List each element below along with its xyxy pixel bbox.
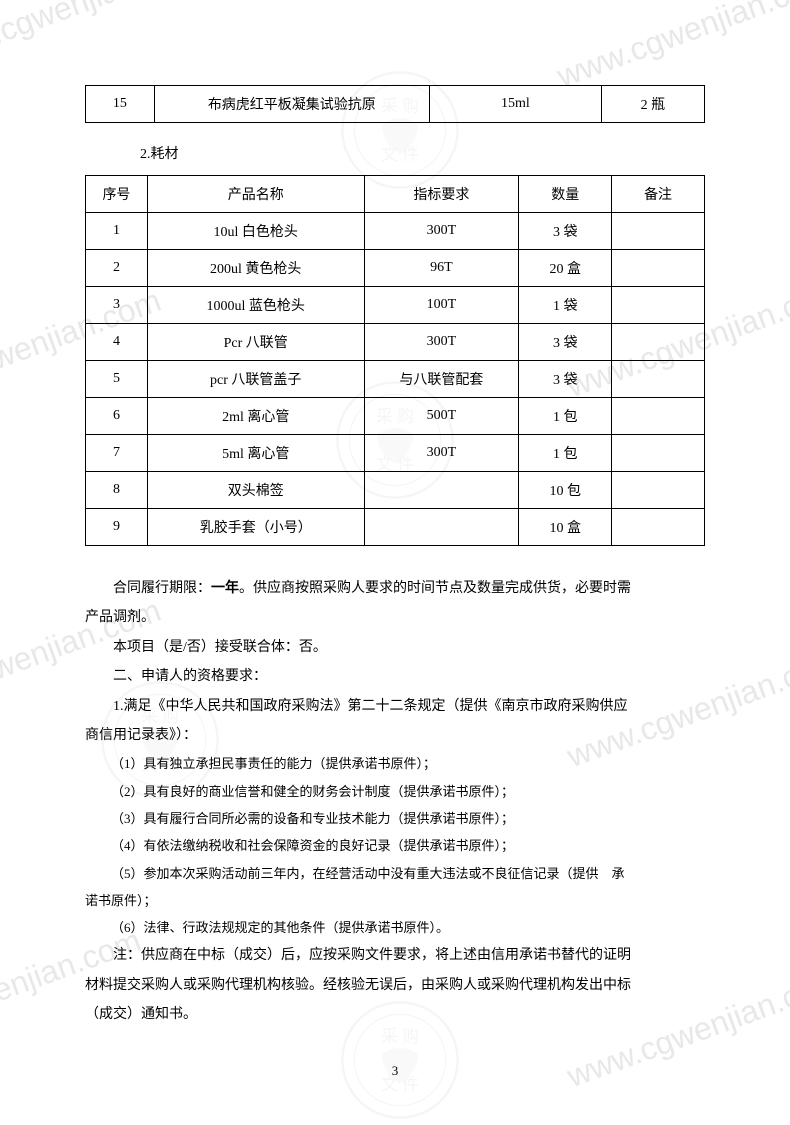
cell-qty: 10 盒 <box>519 509 612 546</box>
table-row: 2200ul 黄色枪头96T20 盒 <box>86 250 705 287</box>
cell-name: 200ul 黄色枪头 <box>147 250 364 287</box>
cell-name: 10ul 白色枪头 <box>147 213 364 250</box>
cell-qty: 10 包 <box>519 472 612 509</box>
cell-name: 5ml 离心管 <box>147 435 364 472</box>
paragraph-note: 注：供应商在中标（成交）后，应按采购文件要求，将上述由信用承诺书替代的证明 <box>85 941 705 970</box>
paragraph-req-1b: 商信用记录表》）： <box>85 721 705 750</box>
cell-spec: 300T <box>364 435 519 472</box>
cell-name: 乳胶手套（小号） <box>147 509 364 546</box>
paragraph-contract-period: 合同履行期限：一年。供应商按照采购人要求的时间节点及数量完成供货，必要时需 <box>85 574 705 603</box>
cell-qty: 3 袋 <box>519 361 612 398</box>
table-row: 110ul 白色枪头300T3 袋 <box>86 213 705 250</box>
cell-qty: 3 袋 <box>519 213 612 250</box>
cell-num: 15 <box>86 86 155 123</box>
cell-qty: 1 袋 <box>519 287 612 324</box>
table-item-15: 15 布病虎红平板凝集试验抗原 15ml 2 瓶 <box>85 85 705 123</box>
cell-note <box>612 250 705 287</box>
cell-spec <box>364 509 519 546</box>
cell-name: 布病虎红平板凝集试验抗原 <box>154 86 429 123</box>
paragraph-req-1-1: （1）具有独立承担民事责任的能力（提供承诺书原件）； <box>85 750 705 777</box>
header-name: 产品名称 <box>147 176 364 213</box>
paragraph-note-c: （成交）通知书。 <box>85 1000 705 1029</box>
cell-name: 1000ul 蓝色枪头 <box>147 287 364 324</box>
cell-name: 2ml 离心管 <box>147 398 364 435</box>
cell-num: 8 <box>86 472 148 509</box>
cell-note <box>612 287 705 324</box>
cell-num: 5 <box>86 361 148 398</box>
header-spec: 指标要求 <box>364 176 519 213</box>
cell-name: 双头棉签 <box>147 472 364 509</box>
cell-qty: 3 袋 <box>519 324 612 361</box>
body-text: 合同履行期限：一年。供应商按照采购人要求的时间节点及数量完成供货，必要时需 产品… <box>85 574 705 1030</box>
header-num: 序号 <box>86 176 148 213</box>
cell-spec: 与八联管配套 <box>364 361 519 398</box>
paragraph-req-1-2: （2）具有良好的商业信誉和健全的财务会计制度（提供承诺书原件）； <box>85 778 705 805</box>
cell-num: 9 <box>86 509 148 546</box>
paragraph-req-1-4: （4）有依法缴纳税收和社会保障资金的良好记录（提供承诺书原件）； <box>85 832 705 859</box>
table-header-row: 序号 产品名称 指标要求 数量 备注 <box>86 176 705 213</box>
cell-num: 7 <box>86 435 148 472</box>
table-row: 31000ul 蓝色枪头100T1 袋 <box>86 287 705 324</box>
table-row: 9乳胶手套（小号） 10 盒 <box>86 509 705 546</box>
table-row: 62ml 离心管500T1 包 <box>86 398 705 435</box>
cell-spec: 300T <box>364 213 519 250</box>
paragraph-section-2: 二、申请人的资格要求： <box>85 662 705 691</box>
cell-note <box>612 398 705 435</box>
cell-note <box>612 435 705 472</box>
section-2-title: 2.耗材 <box>140 143 705 163</box>
cell-note <box>612 213 705 250</box>
table-row: 75ml 离心管300T1 包 <box>86 435 705 472</box>
paragraph-contract-cont: 产品调剂。 <box>85 603 705 632</box>
cell-num: 2 <box>86 250 148 287</box>
cell-num: 3 <box>86 287 148 324</box>
cell-qty: 2 瓶 <box>601 86 704 123</box>
table-row: 15 布病虎红平板凝集试验抗原 15ml 2 瓶 <box>86 86 705 123</box>
header-note: 备注 <box>612 176 705 213</box>
paragraph-req-1-6: （6）法律、行政法规规定的其他条件（提供承诺书原件）。 <box>85 914 705 941</box>
paragraph-consortium: 本项目（是/否）接受联合体：否。 <box>85 633 705 662</box>
cell-note <box>612 361 705 398</box>
paragraph-req-1-5b: 诺书原件）； <box>85 887 705 914</box>
cell-note <box>612 324 705 361</box>
cell-qty: 1 包 <box>519 435 612 472</box>
paragraph-req-1: 1.满足《中华人民共和国政府采购法》第二十二条规定（提供《南京市政府采购供应 <box>85 692 705 721</box>
table-row: 8双头棉签 10 包 <box>86 472 705 509</box>
paragraph-req-1-3: （3）具有履行合同所必需的设备和专业技术能力（提供承诺书原件）； <box>85 805 705 832</box>
cell-qty: 1 包 <box>519 398 612 435</box>
cell-spec: 15ml <box>429 86 601 123</box>
cell-qty: 20 盒 <box>519 250 612 287</box>
cell-num: 4 <box>86 324 148 361</box>
paragraph-note-b: 材料提交采购人或采购代理机构核验。经核验无误后，由采购人或采购代理机构发出中标 <box>85 971 705 1000</box>
cell-spec: 100T <box>364 287 519 324</box>
table-consumables: 序号 产品名称 指标要求 数量 备注 110ul 白色枪头300T3 袋2200… <box>85 175 705 546</box>
cell-note <box>612 472 705 509</box>
paragraph-req-1-5: （5）参加本次采购活动前三年内，在经营活动中没有重大违法或不良征信记录（提供 承 <box>85 860 705 887</box>
cell-spec: 300T <box>364 324 519 361</box>
cell-name: pcr 八联管盖子 <box>147 361 364 398</box>
cell-num: 1 <box>86 213 148 250</box>
cell-note <box>612 509 705 546</box>
header-qty: 数量 <box>519 176 612 213</box>
table-row: 5pcr 八联管盖子与八联管配套3 袋 <box>86 361 705 398</box>
cell-spec: 500T <box>364 398 519 435</box>
table-row: 4Pcr 八联管300T3 袋 <box>86 324 705 361</box>
cell-spec: 96T <box>364 250 519 287</box>
cell-spec <box>364 472 519 509</box>
cell-num: 6 <box>86 398 148 435</box>
cell-name: Pcr 八联管 <box>147 324 364 361</box>
